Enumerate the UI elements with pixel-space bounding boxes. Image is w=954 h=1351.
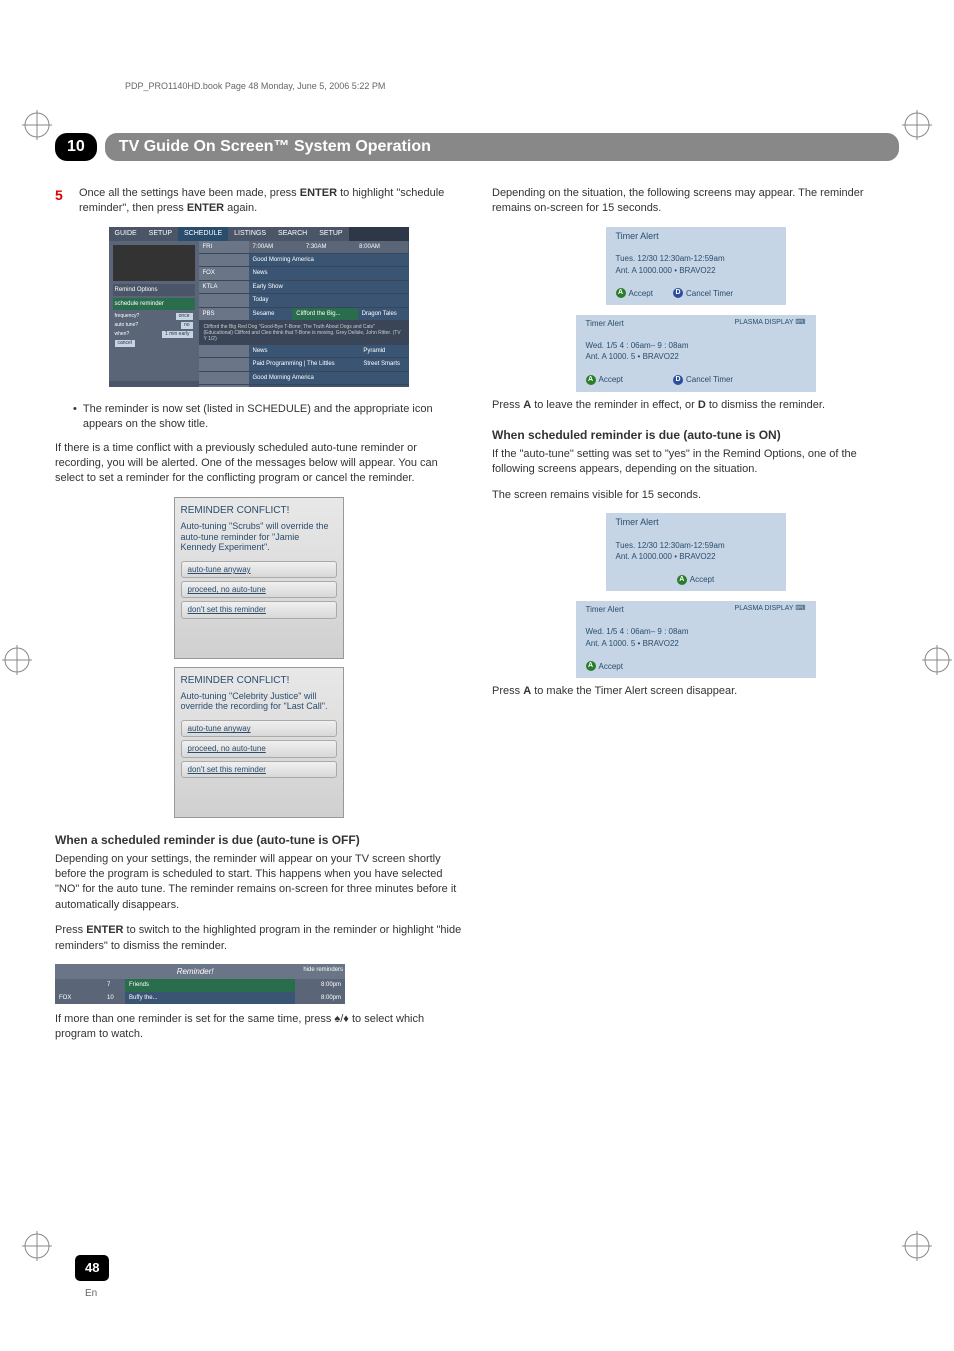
accept-button[interactable]: AAccept <box>586 374 623 385</box>
paragraph: If the "auto-tune" setting was set to "y… <box>492 447 899 478</box>
hide-reminders[interactable]: hide reminders <box>303 966 343 977</box>
auto-tune-anyway-button[interactable]: auto-tune anyway <box>181 720 337 737</box>
conflict-message: Auto-tuning "Scrubs" will override the a… <box>181 521 337 553</box>
dont-set-reminder-button[interactable]: don't set this reminder <box>181 601 337 618</box>
timer-alert-4: Timer Alert PLASMA DISPLAY ⌨ Wed. 1/5 4 … <box>576 601 816 678</box>
left-column: 5 Once all the settings have been made, … <box>55 186 462 1053</box>
paragraph: If more than one reminder is set for the… <box>55 1012 462 1043</box>
remind-options-title: Remind Options <box>113 284 195 296</box>
tv-tab: SETUP <box>313 227 348 241</box>
step-5: 5 Once all the settings have been made, … <box>55 186 462 217</box>
conflict-title: REMINDER CONFLICT! <box>181 504 337 518</box>
paragraph: Press A to make the Timer Alert screen d… <box>492 684 899 699</box>
plasma-display-label: PLASMA DISPLAY ⌨ <box>735 318 806 329</box>
tv-tab: LISTINGS <box>228 227 272 241</box>
paragraph: The screen remains visible for 15 second… <box>492 488 899 503</box>
page-language: En <box>85 1287 97 1301</box>
timer-alert-2: Timer Alert PLASMA DISPLAY ⌨ Wed. 1/5 4 … <box>576 315 816 392</box>
section-heading: When a scheduled reminder is due (auto-t… <box>55 832 462 849</box>
crop-mark-icon <box>922 645 952 675</box>
paragraph: If there is a time conflict with a previ… <box>55 441 462 487</box>
proceed-no-autotune-button[interactable]: proceed, no auto-tune <box>181 740 337 757</box>
cancel-timer-button[interactable]: DCancel Timer <box>673 288 733 299</box>
conflict-message: Auto-tuning "Celebrity Justice" will ove… <box>181 691 337 713</box>
chapter-bar: 10 TV Guide On Screen™ System Operation <box>55 133 899 161</box>
reminder-bar: Reminder! hide reminders 7 Friends 8:00p… <box>55 964 345 1004</box>
conflict-dialog-2: REMINDER CONFLICT! Auto-tuning "Celebrit… <box>174 667 344 818</box>
timer-alert-title: Timer Alert <box>606 227 786 246</box>
accept-button[interactable]: AAccept <box>616 288 653 299</box>
chapter-title: TV Guide On Screen™ System Operation <box>119 136 885 158</box>
tv-tab: SEARCH <box>272 227 313 241</box>
timer-alert-title: Timer Alert <box>586 604 624 615</box>
timer-alert-title: Timer Alert <box>586 318 624 329</box>
auto-tune-anyway-button[interactable]: auto-tune anyway <box>181 561 337 578</box>
up-down-arrows-icon: ♠/♦ <box>334 1013 349 1025</box>
section-heading: When scheduled reminder is due (auto-tun… <box>492 427 899 444</box>
conflict-title: REMINDER CONFLICT! <box>181 674 337 688</box>
paragraph: Press ENTER to switch to the highlighted… <box>55 923 462 954</box>
page-header: PDP_PRO1140HD.book Page 48 Monday, June … <box>55 80 899 93</box>
timer-alert-title: Timer Alert <box>606 513 786 532</box>
tv-tab: SCHEDULE <box>178 227 228 241</box>
dont-set-reminder-button[interactable]: don't set this reminder <box>181 761 337 778</box>
program-description: Clifford the Big Red Dog "Good-Bye T-Bon… <box>199 321 409 345</box>
chapter-number: 10 <box>55 133 97 161</box>
tv-guide-screenshot: GUIDE SETUP SCHEDULE LISTINGS SEARCH SET… <box>109 227 409 387</box>
tv-tab: SETUP <box>143 227 178 241</box>
schedule-reminder: schedule reminder <box>113 298 195 310</box>
timer-alert-1: Timer Alert Tues. 12/30 12:30am-12:59am … <box>606 227 786 305</box>
right-column: Depending on the situation, the followin… <box>492 186 899 1053</box>
page-number: 48 <box>75 1255 109 1281</box>
plasma-display-label: PLASMA DISPLAY ⌨ <box>735 604 806 615</box>
step-number: 5 <box>55 186 79 217</box>
paragraph: Depending on the situation, the followin… <box>492 186 899 217</box>
proceed-no-autotune-button[interactable]: proceed, no auto-tune <box>181 581 337 598</box>
reminder-label: Reminder! <box>177 966 214 977</box>
crop-mark-icon <box>2 645 32 675</box>
step-text: Once all the settings have been made, pr… <box>79 186 462 217</box>
accept-button[interactable]: AAccept <box>677 574 714 585</box>
conflict-dialog-1: REMINDER CONFLICT! Auto-tuning "Scrubs" … <box>174 497 344 659</box>
paragraph: Depending on your settings, the reminder… <box>55 852 462 914</box>
paragraph: Press A to leave the reminder in effect,… <box>492 398 899 413</box>
crop-mark-icon <box>22 110 52 140</box>
cancel-timer-button[interactable]: DCancel Timer <box>673 374 733 385</box>
crop-mark-icon <box>902 110 932 140</box>
bullet: The reminder is now set (listed in SCHED… <box>73 402 462 433</box>
tv-tab: GUIDE <box>109 227 143 241</box>
crop-mark-icon <box>22 1231 52 1261</box>
accept-button[interactable]: AAccept <box>586 661 623 672</box>
crop-mark-icon <box>902 1231 932 1261</box>
timer-alert-3: Timer Alert Tues. 12/30 12:30am-12:59am … <box>606 513 786 591</box>
